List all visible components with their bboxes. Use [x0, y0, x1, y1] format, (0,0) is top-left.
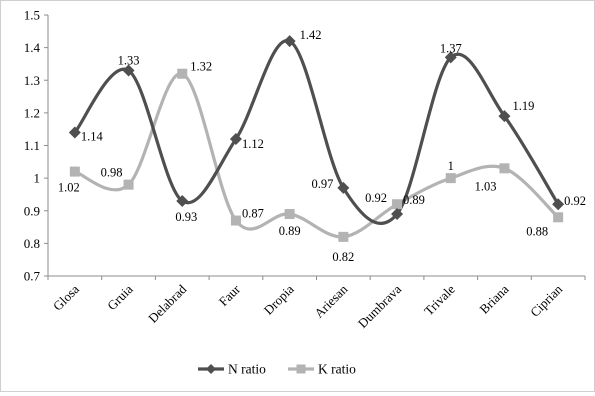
k-ratio-point	[177, 68, 188, 79]
k-ratio-data-label: 0.92	[365, 191, 387, 205]
x-tick-label: Dumbrava	[355, 281, 405, 331]
y-tick-label: 0.9	[24, 203, 40, 218]
k-ratio-point	[553, 212, 564, 223]
n-ratio-data-label: 0.97	[311, 177, 333, 191]
x-tick-label: Gruia	[104, 281, 136, 313]
n-ratio-point	[391, 208, 404, 221]
n-ratio-data-label: 1.37	[440, 41, 462, 55]
x-tick-label: Faur	[216, 281, 244, 309]
x-tick-label: Briana	[476, 281, 511, 316]
n-ratio-data-label: 1.12	[242, 137, 264, 151]
n-ratio-point	[444, 51, 457, 64]
legend-marker-k-ratio	[296, 364, 306, 374]
legend-label-n-ratio: N ratio	[228, 362, 266, 377]
n-ratio-point	[68, 126, 81, 139]
n-ratio-data-label: 0.89	[403, 193, 425, 207]
k-ratio-point	[445, 173, 456, 184]
y-tick-label: 0.7	[24, 269, 41, 284]
n-ratio-point	[229, 132, 242, 145]
n-ratio-data-label: 1.14	[81, 129, 104, 143]
k-ratio-data-label: 1.03	[475, 179, 497, 193]
k-ratio-data-label: 1.32	[190, 60, 212, 74]
legend-label-k-ratio: K ratio	[318, 362, 356, 377]
n-ratio-point	[122, 64, 135, 77]
legend-marker-n-ratio	[206, 364, 216, 374]
k-ratio-data-label: 0.89	[279, 224, 301, 238]
k-ratio-data-label: 0.82	[332, 250, 354, 264]
series-line-n-ratio	[73, 39, 560, 225]
y-tick-label: 1.4	[24, 40, 41, 55]
k-ratio-data-label: 0.87	[242, 207, 264, 221]
y-tick-label: 1	[34, 171, 41, 186]
n-ratio-data-label: 0.93	[175, 210, 197, 224]
n-ratio-data-label: 0.92	[564, 194, 586, 208]
x-tick-label: Glosa	[50, 281, 82, 313]
n-ratio-data-label: 1.33	[118, 53, 140, 67]
n-ratio-point	[283, 35, 296, 48]
k-ratio-point	[338, 231, 349, 242]
n-ratio-data-label: 1.42	[300, 28, 322, 42]
y-tick-label: 1.2	[24, 105, 40, 120]
y-tick-label: 1.1	[24, 138, 40, 153]
n-ratio-data-label: 1.19	[512, 99, 534, 113]
k-ratio-point	[392, 199, 403, 210]
k-ratio-point	[284, 209, 295, 220]
k-ratio-point	[123, 179, 134, 190]
k-ratio-data-label: 1	[448, 159, 454, 173]
k-ratio-point	[230, 215, 241, 226]
x-tick-label: Delabrad	[145, 281, 190, 326]
k-ratio-data-label: 0.98	[101, 166, 123, 180]
y-tick-label: 1.5	[24, 8, 40, 23]
x-tick-label: Ciprian	[527, 281, 566, 320]
y-tick-label: 1.3	[24, 73, 40, 88]
n-ratio-point	[498, 110, 511, 123]
x-tick-label: Trivale	[421, 281, 458, 318]
y-tick-label: 0.8	[24, 236, 40, 251]
n-ratio-point	[552, 198, 565, 211]
x-tick-label: Dropia	[261, 281, 297, 317]
k-ratio-data-label: 0.88	[526, 224, 548, 238]
k-ratio-point	[499, 163, 510, 174]
x-tick-label: Ariesan	[311, 281, 351, 321]
k-ratio-point	[69, 166, 80, 177]
k-ratio-data-label: 1.02	[58, 181, 80, 195]
n-ratio-point	[176, 194, 189, 207]
series-line-k-ratio	[73, 72, 560, 239]
n-ratio-point	[337, 181, 350, 194]
